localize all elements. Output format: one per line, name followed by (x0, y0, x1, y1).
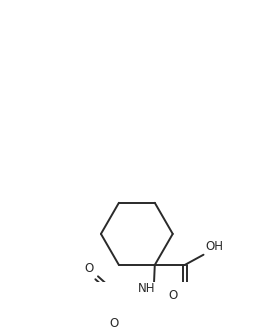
Text: OH: OH (205, 240, 223, 253)
Text: O: O (169, 289, 178, 302)
Text: O: O (109, 317, 118, 328)
Text: O: O (85, 262, 94, 275)
Text: NH: NH (138, 282, 155, 296)
